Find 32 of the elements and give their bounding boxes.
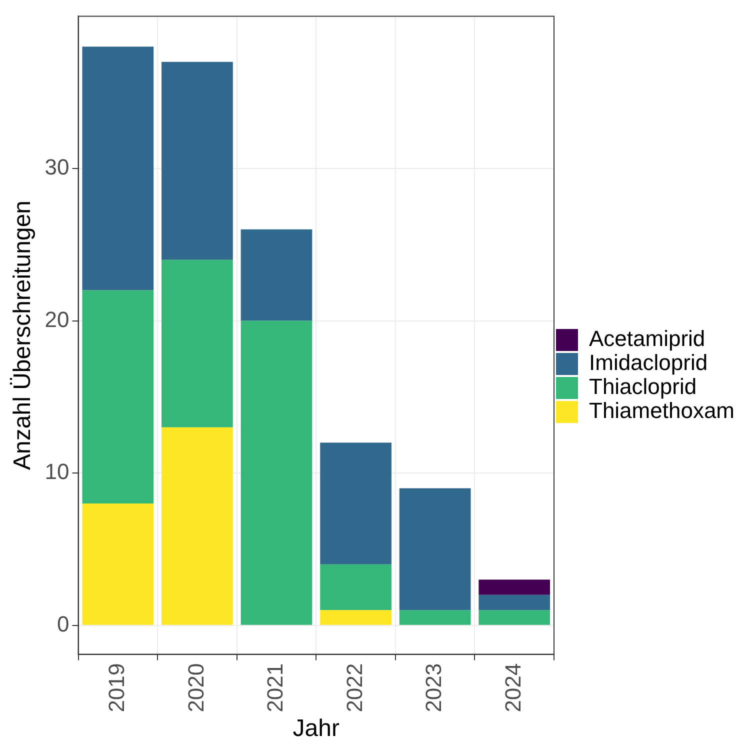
x-tick-label: 2024 xyxy=(500,663,526,712)
bar xyxy=(478,580,550,595)
y-tick-label: 0 xyxy=(57,611,70,636)
bar xyxy=(240,320,312,625)
bar xyxy=(82,504,154,625)
bar xyxy=(320,442,392,564)
x-axis-title: Jahr xyxy=(292,715,340,742)
bar xyxy=(478,610,550,625)
bar xyxy=(82,290,154,504)
bar xyxy=(478,594,550,610)
legend-label: Imidacloprid xyxy=(589,350,708,376)
x-tick-label: 2020 xyxy=(183,663,208,712)
bar xyxy=(162,62,233,260)
y-tick-label: 10 xyxy=(44,459,70,484)
y-axis-title: Anzahl Überschreitungen xyxy=(9,200,36,470)
x-tick-label: 2021 xyxy=(262,663,288,712)
legend-label: Thiacloprid xyxy=(589,374,697,400)
legend-label: Thiamethoxam xyxy=(589,398,735,424)
bar xyxy=(399,488,471,610)
y-tick-label: 20 xyxy=(44,306,70,332)
bar xyxy=(82,46,154,290)
legend-label: Acetamiprid xyxy=(589,326,706,352)
bar xyxy=(240,229,312,321)
x-tick-label: 2023 xyxy=(421,663,446,712)
bar xyxy=(162,260,233,428)
x-tick-label: 2022 xyxy=(342,663,367,712)
y-tick-label: 30 xyxy=(44,154,70,180)
x-tick-label: 2019 xyxy=(104,663,129,712)
bar xyxy=(399,610,471,625)
bar xyxy=(162,427,233,625)
bar xyxy=(320,610,392,625)
bar xyxy=(320,564,392,610)
